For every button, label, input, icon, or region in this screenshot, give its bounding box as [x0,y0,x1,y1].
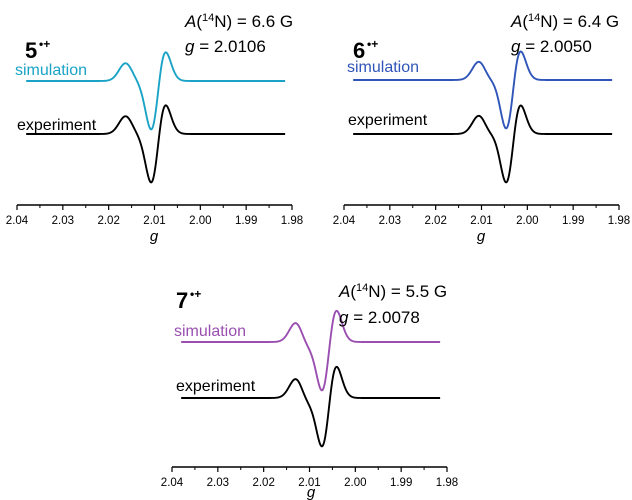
coupling-value: N) = 6.6 G [214,12,293,31]
g-symbol: g [339,308,349,327]
panel-compound-7: 2.04 2.03 2.02 2.01 2.00 1.99 1.98 g simulation e… [161,282,458,500]
isotope-mass: 14 [356,282,368,294]
g-value: = 2.0078 [348,308,419,327]
radical-cation-superscript: •+ [367,37,378,51]
x-tick-label: 2.02 [424,215,446,227]
coupling-value: N) = 5.5 G [368,282,447,301]
x-axis-title: g [477,228,486,245]
g-factor: g = 2.0078 [339,308,420,327]
series-line-experiment [25,104,286,184]
hyperfine-coupling: A(14N) = 6.6 G [184,12,293,31]
x-tick-label: 1.99 [235,215,257,227]
g-symbol: g [185,37,195,56]
series-label-experiment: experiment [17,117,97,134]
coupling-open-paren: ( [350,282,356,301]
panel-compound-5: 2.04 2.03 2.02 2.01 2.00 1.99 1.98 g simulation e… [6,12,303,245]
x-tick-label: 1.99 [562,215,584,227]
radical-cation-superscript: •+ [190,287,201,301]
coupling-value: N) = 6.4 G [540,12,619,31]
x-tick-label: 2.01 [143,215,165,227]
x-tick-label: 2.01 [470,215,492,227]
compound-number: 6 [353,38,365,63]
radical-cation-superscript: •+ [39,37,50,51]
g-factor: g = 2.0106 [185,37,266,56]
coupling-open-paren: ( [522,12,528,31]
x-tick-label: 2.04 [333,215,356,227]
x-tick-label: 2.03 [207,477,229,489]
coupling-symbol: A [338,282,350,301]
series-label-simulation: simulation [347,59,419,76]
x-tick-label: 2.04 [161,477,184,489]
series-line-simulation [180,309,441,392]
x-tick-label: 2.02 [252,477,274,489]
series-label-experiment: experiment [176,378,256,395]
x-axis-title: g [307,484,316,500]
x-tick-label: 2.04 [6,215,29,227]
series-line-simulation [25,51,286,131]
coupling-symbol: A [510,12,522,31]
x-tick-label: 1.98 [608,215,630,227]
x-tick-label: 1.99 [390,477,412,489]
x-tick-label: 2.01 [298,477,320,489]
series-label-simulation: simulation [15,62,87,79]
g-value: = 2.0106 [194,37,265,56]
x-tick-label: 1.98 [281,215,303,227]
x-tick-label: 1.98 [436,477,458,489]
hyperfine-coupling: A(14N) = 6.4 G [510,12,619,31]
coupling-symbol: A [184,12,196,31]
series-line-experiment [352,104,613,184]
isotope-mass: 14 [202,12,214,24]
panel-compound-6: 2.04 2.03 2.02 2.01 2.00 1.99 1.98 g simulation e… [333,12,630,245]
isotope-mass: 14 [528,12,540,24]
x-tick-label: 2.02 [97,215,119,227]
g-value: = 2.0050 [520,37,591,56]
series-line-simulation [352,50,613,130]
x-tick-label: 2.03 [52,215,74,227]
series-label-experiment: experiment [348,112,428,129]
hyperfine-coupling: A(14N) = 5.5 G [338,282,447,301]
x-axis-title: g [150,228,159,245]
x-tick-label: 2.00 [189,215,211,227]
g-symbol: g [511,37,521,56]
g-factor: g = 2.0050 [511,37,592,56]
compound-number: 7 [176,288,188,313]
series-label-simulation: simulation [174,323,246,340]
series-line-experiment [180,365,441,448]
compound-number: 5 [25,38,37,63]
x-tick-label: 2.00 [516,215,538,227]
x-tick-label: 2.00 [344,477,366,489]
x-tick-label: 2.03 [379,215,401,227]
coupling-open-paren: ( [196,12,202,31]
